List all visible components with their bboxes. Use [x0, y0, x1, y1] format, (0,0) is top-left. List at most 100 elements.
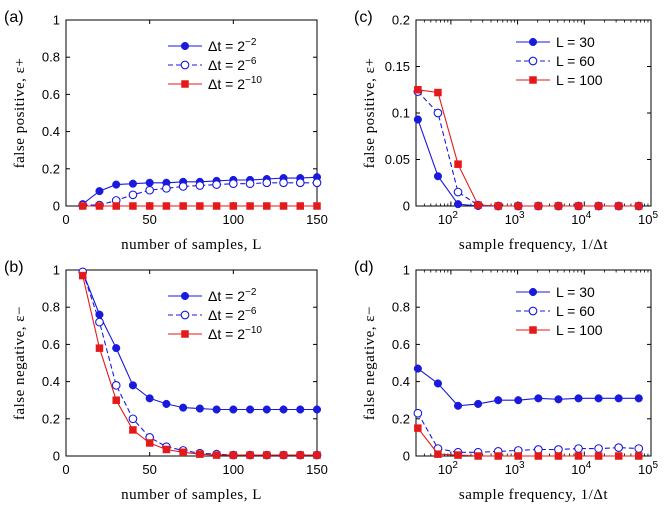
- x-axis-label: sample frequency, 1/Δt: [459, 237, 609, 253]
- data-point: [145, 178, 154, 187]
- series-line: [417, 91, 639, 207]
- x-tick-label: 105: [638, 460, 658, 477]
- data-point: [614, 443, 624, 452]
- y-tick-label: 0: [403, 449, 410, 464]
- data-point: [313, 451, 321, 459]
- data-point: [112, 344, 121, 353]
- data-point: [434, 450, 442, 458]
- x-tick-label: 150: [306, 462, 328, 477]
- legend-entry: L = 30: [556, 34, 595, 50]
- data-point: [212, 405, 221, 414]
- y-axis-label: false negative, ε−: [12, 306, 28, 420]
- data-point: [534, 445, 543, 454]
- y-tick-label: 0.4: [42, 124, 60, 139]
- data-point: [95, 344, 104, 352]
- data-point: [534, 452, 543, 460]
- x-axis-label: sample frequency, 1/Δt: [459, 487, 609, 503]
- y-tick-label: 0.05: [385, 152, 410, 167]
- data-point: [574, 394, 583, 403]
- panel-label: (a): [4, 9, 24, 26]
- data-point: [279, 178, 288, 188]
- legend-marker: [529, 76, 537, 84]
- plot-frame: [65, 269, 318, 457]
- data-point: [262, 178, 272, 188]
- y-tick-label: 0.6: [42, 87, 60, 102]
- y-tick-label: 0.8: [42, 50, 60, 65]
- data-point: [474, 399, 483, 408]
- x-tick-label: 0: [62, 212, 69, 227]
- legend-marker: [180, 291, 190, 301]
- data-point: [229, 405, 238, 414]
- data-point: [614, 452, 623, 460]
- data-point: [594, 452, 603, 460]
- y-tick-label: 1: [403, 263, 410, 278]
- data-point: [635, 202, 643, 210]
- data-point: [574, 452, 583, 460]
- y-tick-label: 0.2: [42, 161, 60, 176]
- plot-frame: [415, 19, 652, 207]
- panel-b: 0 0.2 0.4 0.6 0.8 1 0 50 100 150 number of samples…: [4, 259, 328, 503]
- x-tick-label: 103: [505, 210, 525, 227]
- data-point: [312, 178, 322, 188]
- data-point: [195, 181, 205, 190]
- data-point: [196, 450, 204, 458]
- x-axis-label: number of samples, L: [121, 487, 262, 503]
- data-point: [128, 414, 138, 424]
- y-tick-label: 0.8: [42, 300, 60, 315]
- data-point: [296, 202, 305, 210]
- data-point: [554, 445, 563, 454]
- data-point: [145, 394, 154, 403]
- data-point: [228, 179, 238, 189]
- data-point: [494, 202, 502, 210]
- data-point: [279, 451, 288, 459]
- data-point: [454, 451, 462, 459]
- x-tick-label: 0: [62, 462, 69, 477]
- data-point: [78, 202, 87, 210]
- data-point: [494, 396, 503, 405]
- series-2: [78, 202, 321, 210]
- data-point: [433, 379, 443, 388]
- data-point: [162, 399, 171, 408]
- data-point: [514, 396, 523, 405]
- data-point: [145, 185, 155, 195]
- data-point: [296, 405, 305, 414]
- data-point: [534, 202, 543, 210]
- y-tick-label: 1: [53, 263, 60, 278]
- legend: Δt = 2−2 Δt = 2−6 Δt = 2−10: [168, 287, 262, 342]
- data-point: [212, 451, 221, 459]
- legend-entry: Δt = 2−10: [208, 75, 262, 92]
- data-point: [453, 187, 463, 197]
- x-tick-label: 50: [142, 462, 156, 477]
- data-point: [95, 317, 104, 327]
- series-line: [82, 271, 317, 456]
- data-point: [494, 452, 502, 460]
- legend-marker: [528, 56, 538, 66]
- data-point: [433, 172, 443, 181]
- legend-entry: L = 100: [556, 72, 603, 88]
- data-point: [296, 451, 305, 459]
- legend-marker: [528, 287, 538, 297]
- panel-label: (b): [4, 259, 24, 276]
- data-point: [594, 394, 603, 403]
- series-line: [417, 368, 639, 407]
- data-point: [263, 451, 271, 459]
- data-point: [263, 202, 271, 210]
- x-tick-label: 102: [438, 210, 458, 227]
- data-point: [179, 448, 187, 457]
- data-point: [634, 444, 644, 453]
- data-point: [279, 202, 288, 210]
- x-axis-label: number of samples, L: [121, 237, 262, 253]
- data-point: [614, 202, 623, 210]
- y-tick-label: 0.4: [392, 374, 410, 389]
- legend: Δt = 2−2 Δt = 2−6 Δt = 2−10: [168, 37, 262, 92]
- series-2: [78, 271, 321, 459]
- legend-entry: Δt = 2−2: [208, 287, 257, 304]
- legend-entry: L = 60: [556, 303, 595, 319]
- x-tick-label: 150: [306, 212, 328, 227]
- legend-marker: [528, 37, 538, 47]
- data-point: [95, 187, 104, 196]
- y-axis-label: false positive, ε+: [362, 58, 378, 169]
- x-tick-label: 100: [222, 462, 244, 477]
- y-tick-label: 0.6: [392, 337, 410, 352]
